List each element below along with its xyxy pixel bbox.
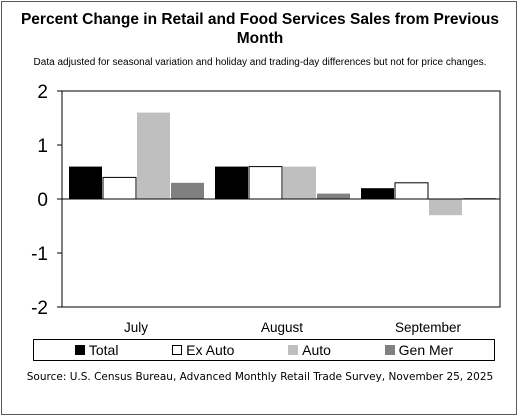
legend-item-ex-auto: Ex Auto bbox=[172, 342, 234, 358]
legend-swatch-ex-auto bbox=[172, 345, 183, 355]
x-tick-label: July bbox=[124, 320, 148, 335]
legend-swatch-gen-mer bbox=[384, 345, 395, 355]
bar-auto-august bbox=[283, 166, 316, 199]
bar-ex-auto-july bbox=[102, 176, 137, 200]
legend-item-total: Total bbox=[74, 342, 119, 358]
y-tick-label: -2 bbox=[31, 298, 48, 319]
bar-total-august bbox=[215, 166, 248, 199]
chart-subtitle: Data adjusted for seasonal variation and… bbox=[33, 57, 487, 68]
legend-item-auto: Auto bbox=[288, 342, 331, 358]
y-tick-label: -1 bbox=[31, 244, 48, 265]
chart-source-note: Source: U.S. Census Bureau, Advanced Mon… bbox=[26, 371, 494, 383]
bar-total-september bbox=[361, 188, 394, 199]
legend-label-total: Total bbox=[88, 342, 119, 358]
legend-label-gen-mer: Gen Mer bbox=[398, 342, 454, 358]
chart-legend: Total Ex Auto Auto Gen Mer bbox=[33, 339, 495, 361]
bar-ex-auto-september bbox=[394, 182, 429, 200]
bar-gen-mer-august bbox=[317, 193, 350, 199]
legend-label-auto: Auto bbox=[302, 342, 331, 358]
bar-auto-july bbox=[137, 112, 170, 199]
y-tick-label: 1 bbox=[37, 136, 48, 157]
x-tick-label: August bbox=[261, 320, 303, 335]
legend-swatch-auto bbox=[288, 345, 299, 355]
bar-ex-auto-august bbox=[248, 166, 283, 200]
y-tick-label: 0 bbox=[37, 190, 48, 211]
legend-swatch-total bbox=[74, 345, 85, 355]
legend-item-gen-mer: Gen Mer bbox=[384, 342, 454, 358]
x-tick-label: September bbox=[395, 320, 462, 335]
y-tick-label: 2 bbox=[37, 82, 48, 103]
bar-auto-september bbox=[429, 199, 462, 216]
bar-gen-mer-july bbox=[171, 182, 204, 199]
legend-label-ex-auto: Ex Auto bbox=[186, 342, 235, 358]
chart-title: Percent Change in Retail and Food Servic… bbox=[20, 11, 500, 47]
bar-total-july bbox=[69, 166, 102, 199]
